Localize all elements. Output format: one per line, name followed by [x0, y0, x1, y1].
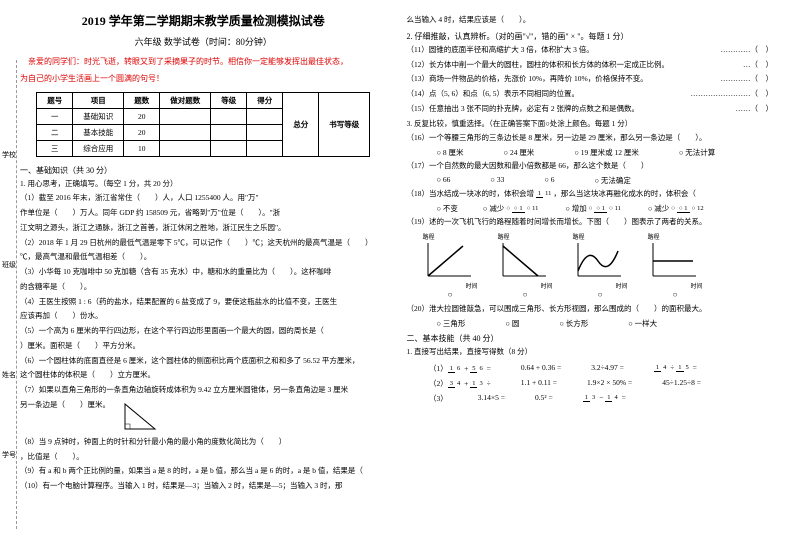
q20: （20）淮大拉圆锥敲急，可以围成三角形、长方形视圆，那么围成的（ ）的面积最大。 — [407, 303, 774, 316]
choices-16: 8 厘米 24 厘米 19 厘米或 12 厘米 无法计算 — [407, 147, 774, 158]
score-table: 题号 项目 题数 做对题数 等级 得分 总分 书写等级 一 基础知识 20 二 … — [36, 92, 370, 157]
q4: （4）王医生按照 1 : 6（药的盐水，结果配置的 6 盐变成了 9，要使这瓶盐… — [20, 296, 387, 309]
binding-edge — [16, 60, 17, 529]
th-0: 题号 — [37, 92, 73, 108]
q18: （18）当水结成一块冰的时，体积会增 111，那么当这块冰再融化成水的时，体积会… — [407, 188, 774, 201]
q2: （2）2018 年 1 月 29 日杭州的最低气温是零下 5℃，可以记作（ ）℃… — [20, 237, 387, 250]
q19: （19）述的一次飞机飞行的路程随着时间增长而增长。下图（ ）图表示了两者的关系。 — [407, 216, 774, 229]
j14: （14）点（5, 6）和点（6, 5）表示不同相同的位置。 ……………………（ … — [407, 88, 774, 101]
chart-b: 路程 时间 ○ — [498, 232, 553, 299]
chart-a: 路程 时间 ○ — [423, 232, 478, 299]
section-b1: 1. 直接写出结果，直接写得数（8 分） — [407, 346, 774, 359]
j13: （13）商场一件物品的价格，先涨价 10%，再降价 10%，价格保持不变。 ……… — [407, 73, 774, 86]
side-label-2: 班级 — [2, 260, 16, 270]
th-2: 题数 — [124, 92, 160, 108]
th-3: 做对题数 — [160, 92, 211, 108]
q5: （5）一个高为 6 厘米的平行四边形，在这个平行四边形里面画一个最大的圆，圆的周… — [20, 325, 387, 338]
section-1-1: 1. 用心思考，正确填写。（每空 1 分，共 20 分） — [20, 178, 387, 191]
right-column: 么当输入 4 时，结果应该是（ ）。 2. 仔细推敲，认真辨析。（对的画"√"，… — [407, 12, 774, 495]
choices-18: 不变 减少 111 增加 111 减少 112 — [407, 203, 774, 214]
section-3: 3. 反复比较，慎重选择。（在正确答案下面○处涂上颜色。每题 1 分） — [407, 118, 774, 131]
j12: （12）长方体中削一个最大的圆柱，圆柱的体积和长方体的体积一定成正比例。 …（ … — [407, 59, 774, 72]
q5b: ）厘米。面积是（ ）平方分米。 — [20, 340, 387, 353]
j15: （15）任意抽出 3 张不同的扑克牌，必定有 2 张牌的点数之和是偶数。 ……（… — [407, 103, 774, 116]
th-5: 得分 — [247, 92, 283, 108]
q9: （9）有 a 和 b 两个正比例的量，如果当 a 是 8 的时，a 是 b 值，… — [20, 465, 387, 478]
calc-row-2: （2）34 + 13 ÷ 1.1 + 0.11 = 1.9×2 × 50% = … — [407, 378, 774, 389]
q8b: ，比值是（ ）。 — [20, 451, 387, 464]
calc-row-1: （1）16 + 56 = 0.64 + 0.36 = 3.2÷4.97 = 14… — [407, 363, 774, 374]
q2b: ℃，最高气温和最低气温相差（ ）。 — [20, 251, 387, 264]
q6: （6）一个圆柱体的底面直径是 6 厘米，这个圆柱体的侧面积比两个底面积之和和多了… — [20, 355, 387, 368]
q10c: 么当输入 4 时，结果应该是（ ）。 — [407, 14, 774, 27]
q1: （1）截至 2016 年末，浙江省常住（ ）人，人口 1255400 人。用"万… — [20, 192, 387, 205]
th-1: 项目 — [73, 92, 124, 108]
th-6: 总分 — [283, 92, 319, 156]
chart-d: 路程 时间 ○ — [648, 232, 703, 299]
intro-line-2: 为自己的小学生活画上一个圆满的句号！ — [20, 73, 387, 86]
chart-c: 路程 时间 ○ — [573, 232, 628, 299]
q1c: 江文明之源头，浙江之通脉，浙江之首善，浙江休闲之胜地，浙江民生之乐园"。 — [20, 222, 387, 235]
triangle-icon — [120, 399, 160, 434]
section-b: 二、基本技能（共 40 分） — [407, 333, 774, 344]
section-2: 2. 仔细推敲，认真辨析。（对的画"√"，错的画" × "。每题 1 分） — [407, 31, 774, 42]
section-1: 一、基础知识（共 30 分） — [20, 165, 387, 176]
q7b: 另一条边是（ ）厘米。 — [20, 399, 387, 434]
q3b: 的含糖率是（ ）。 — [20, 281, 387, 294]
choices-17: 66 33 6 无法确定 — [407, 175, 774, 186]
q6b: 这个圆柱体的体积是（ ）立方厘米。 — [20, 369, 387, 382]
q17: （17）一个自然数的最大因数和最小倍数都是 66，那么这个数是（ ） — [407, 160, 774, 173]
intro-line-1: 亲爱的同学们：时光飞逝，转眼又到了采摘果子的时节。相信你一定能够发挥出最佳状态， — [20, 56, 387, 69]
choices-20: 三角形 圆 长方形 一样大 — [407, 318, 774, 329]
q10: （10）有一个电脑计算程序。当输入 1 时，结果是—3；当输入 2 时，结果是—… — [20, 480, 387, 493]
q8: （8）当 9 点钟时，钟面上的时针和分针最小角的最小角的度数化简比为（ ） — [20, 436, 387, 449]
q3: （3）小华每 10 克咖啡中 50 克加糖（含有 35 克水）中，糖和水的重量比… — [20, 266, 387, 279]
j11: （11）圆锥的底面半径和高缩扩大 3 倍，体积扩大 3 倍。 …………（ ） — [407, 44, 774, 57]
side-label-3: 姓名 — [2, 370, 16, 380]
th-4: 等级 — [211, 92, 247, 108]
q1b: 作单位是（ ）万人。同年 GDP 约 158509 元，省略到"万"位是（ ）。… — [20, 207, 387, 220]
calc-row-3: （3） 3.14×5 = 0.5² = 13 − 14 = — [407, 393, 774, 404]
exam-title: 2019 学年第二学期期末教学质量检测模拟试卷 — [20, 12, 387, 29]
exam-subtitle: 六年级 数学试卷（时间：80分钟） — [20, 35, 387, 48]
chart-options: 路程 时间 ○ 路程 时间 ○ 路程 时间 ○ 路程 时间 ○ — [423, 232, 774, 299]
side-label-1: 学校 — [2, 150, 16, 160]
q16: （16）一个等腰三角形的三条边长是 8 厘米，另一边是 29 厘米，那么另一条边… — [407, 132, 774, 145]
q4b: 应该再加（ ）份水。 — [20, 310, 387, 323]
side-label-4: 学号 — [2, 450, 16, 460]
q7: （7）如果以直角三角形的一条直角边轴旋转成体积为 9.42 立方厘米圆锥体，另一… — [20, 384, 387, 397]
left-column: 2019 学年第二学期期末教学质量检测模拟试卷 六年级 数学试卷（时间：80分钟… — [20, 12, 387, 495]
th-7: 书写等级 — [319, 92, 370, 156]
